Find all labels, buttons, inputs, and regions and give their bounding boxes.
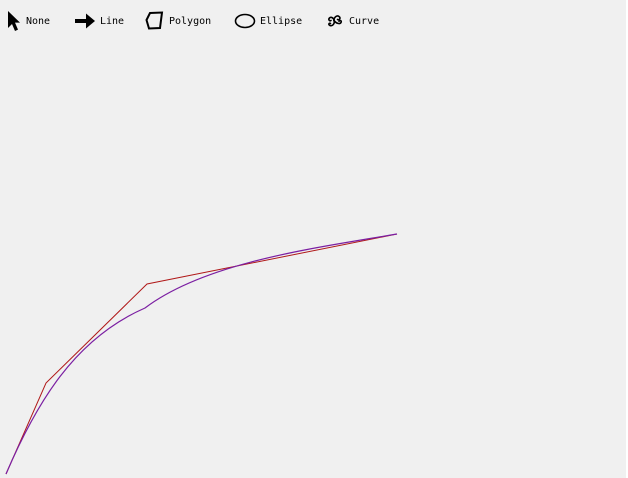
drawing-canvas[interactable] — [0, 40, 626, 478]
tool-ellipse-button[interactable]: Ellipse — [234, 8, 302, 34]
tool-curve-label: Curve — [349, 15, 380, 27]
spiral-curve-icon — [323, 8, 345, 34]
tool-line-label: Line — [100, 15, 125, 27]
window-right-edge — [626, 0, 628, 478]
toolbar: None Line Polygon — [0, 0, 626, 40]
tool-curve-button[interactable]: Curve — [323, 8, 379, 34]
tool-none-label: None — [26, 15, 51, 27]
tool-none-button[interactable]: None — [6, 8, 50, 34]
bezier-curve-path — [5, 233, 398, 475]
ellipse-icon — [234, 8, 256, 34]
pointer-arrow-icon — [6, 8, 22, 34]
right-arrow-icon — [74, 8, 96, 34]
tool-ellipse-label: Ellipse — [260, 15, 303, 27]
tool-polygon-button[interactable]: Polygon — [145, 8, 211, 34]
polygon-icon — [145, 8, 165, 34]
control-polygon-polyline — [5, 233, 398, 475]
tool-line-button[interactable]: Line — [74, 8, 124, 34]
tool-polygon-label: Polygon — [169, 15, 212, 27]
